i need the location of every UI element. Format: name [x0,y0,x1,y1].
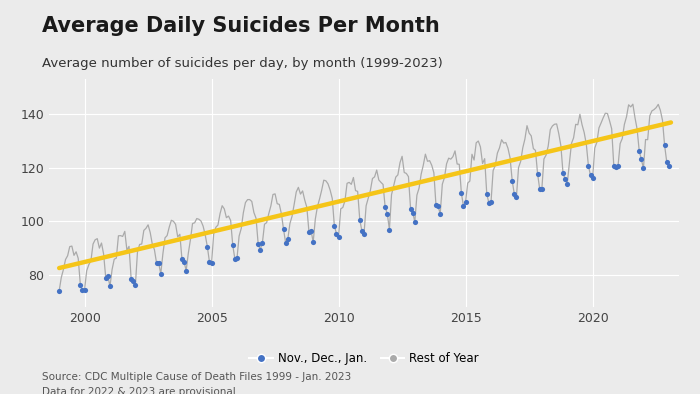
Point [481,191,492,197]
Point [534,186,545,192]
Point [100,275,111,281]
Point [102,273,113,279]
Point [612,163,624,169]
Point [636,156,647,162]
Point [77,287,88,294]
Point [358,231,370,237]
Point [356,228,368,234]
Point [303,229,314,235]
Point [583,162,594,169]
Point [507,177,518,184]
Point [202,243,213,250]
Point [610,164,622,171]
Point [634,147,645,154]
Point [331,230,342,237]
Point [407,209,419,216]
Point [663,163,674,169]
Point [379,204,391,210]
Point [433,203,444,210]
Point [485,199,496,205]
Point [227,242,238,248]
Point [282,236,293,242]
Point [178,259,190,265]
Point [104,283,116,290]
Point [176,256,188,262]
Point [587,175,598,181]
Point [333,234,344,240]
Point [435,210,446,217]
Point [255,247,266,253]
Point [638,165,649,171]
Text: Average number of suicides per day, by month (1999-2023): Average number of suicides per day, by m… [42,57,442,70]
Point [232,255,243,262]
Point [384,227,395,233]
Point [75,281,86,288]
Point [305,228,316,234]
Point [354,217,365,223]
Point [430,202,442,208]
Point [561,180,573,187]
Point [559,176,570,182]
Point [585,172,596,178]
Point [125,275,136,282]
Point [280,240,291,246]
Point [511,194,522,200]
Text: Source: CDC Multiple Cause of Death Files 1999 - Jan. 2023
Data for 2022 & 2023 : Source: CDC Multiple Cause of Death File… [42,372,351,394]
Point [557,170,568,176]
Point [230,256,241,262]
Point [257,240,268,246]
Point [659,142,670,149]
Point [130,282,141,288]
Point [181,268,192,274]
Point [405,206,416,212]
Point [54,288,65,294]
Point [206,260,217,266]
Point [608,163,620,169]
Point [278,226,289,232]
Point [456,190,467,196]
Point [79,287,90,293]
Point [410,219,421,225]
Text: Average Daily Suicides Per Month: Average Daily Suicides Per Month [42,16,440,36]
Point [253,241,264,247]
Point [509,191,520,197]
Point [307,239,318,245]
Point [329,223,340,229]
Point [532,171,543,177]
Point [483,200,494,206]
Point [458,203,469,210]
Point [151,260,162,266]
Point [460,199,471,205]
Point [155,271,167,277]
Point [204,259,215,265]
Point [382,210,393,217]
Point [127,278,139,284]
Point [153,260,164,266]
Point [536,186,547,192]
Legend: Nov., Dec., Jan., Rest of Year: Nov., Dec., Jan., Rest of Year [244,348,484,370]
Point [661,158,672,165]
